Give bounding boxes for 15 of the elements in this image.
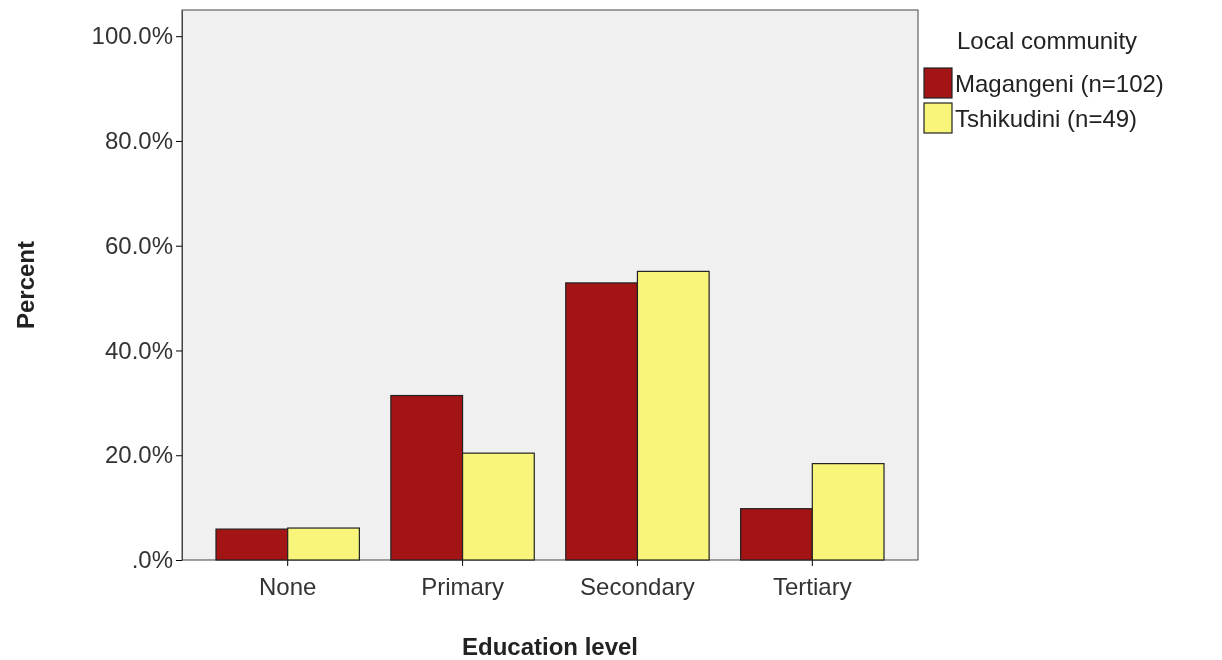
x-tick-label: None — [259, 573, 317, 601]
y-tick-label: .0% — [131, 546, 173, 574]
legend-label: Magangeni (n=102) — [955, 70, 1164, 97]
legend-title: Local community — [957, 27, 1138, 54]
y-tick-label: 40.0% — [104, 336, 173, 364]
x-tick-label: Secondary — [580, 573, 695, 601]
x-tick-label: Primary — [421, 573, 504, 601]
y-tick-label: 20.0% — [104, 441, 173, 469]
x-axis-title: Education level — [461, 633, 639, 660]
x-tick-label: Tertiary — [772, 573, 852, 601]
legend-label: Tshikudini (n=49) — [955, 105, 1138, 132]
y-axis-title: Percent — [12, 240, 39, 330]
y-tick-label: 100.0% — [91, 22, 173, 50]
y-tick-label: 80.0% — [104, 127, 173, 155]
y-tick-label: 60.0% — [104, 231, 173, 259]
